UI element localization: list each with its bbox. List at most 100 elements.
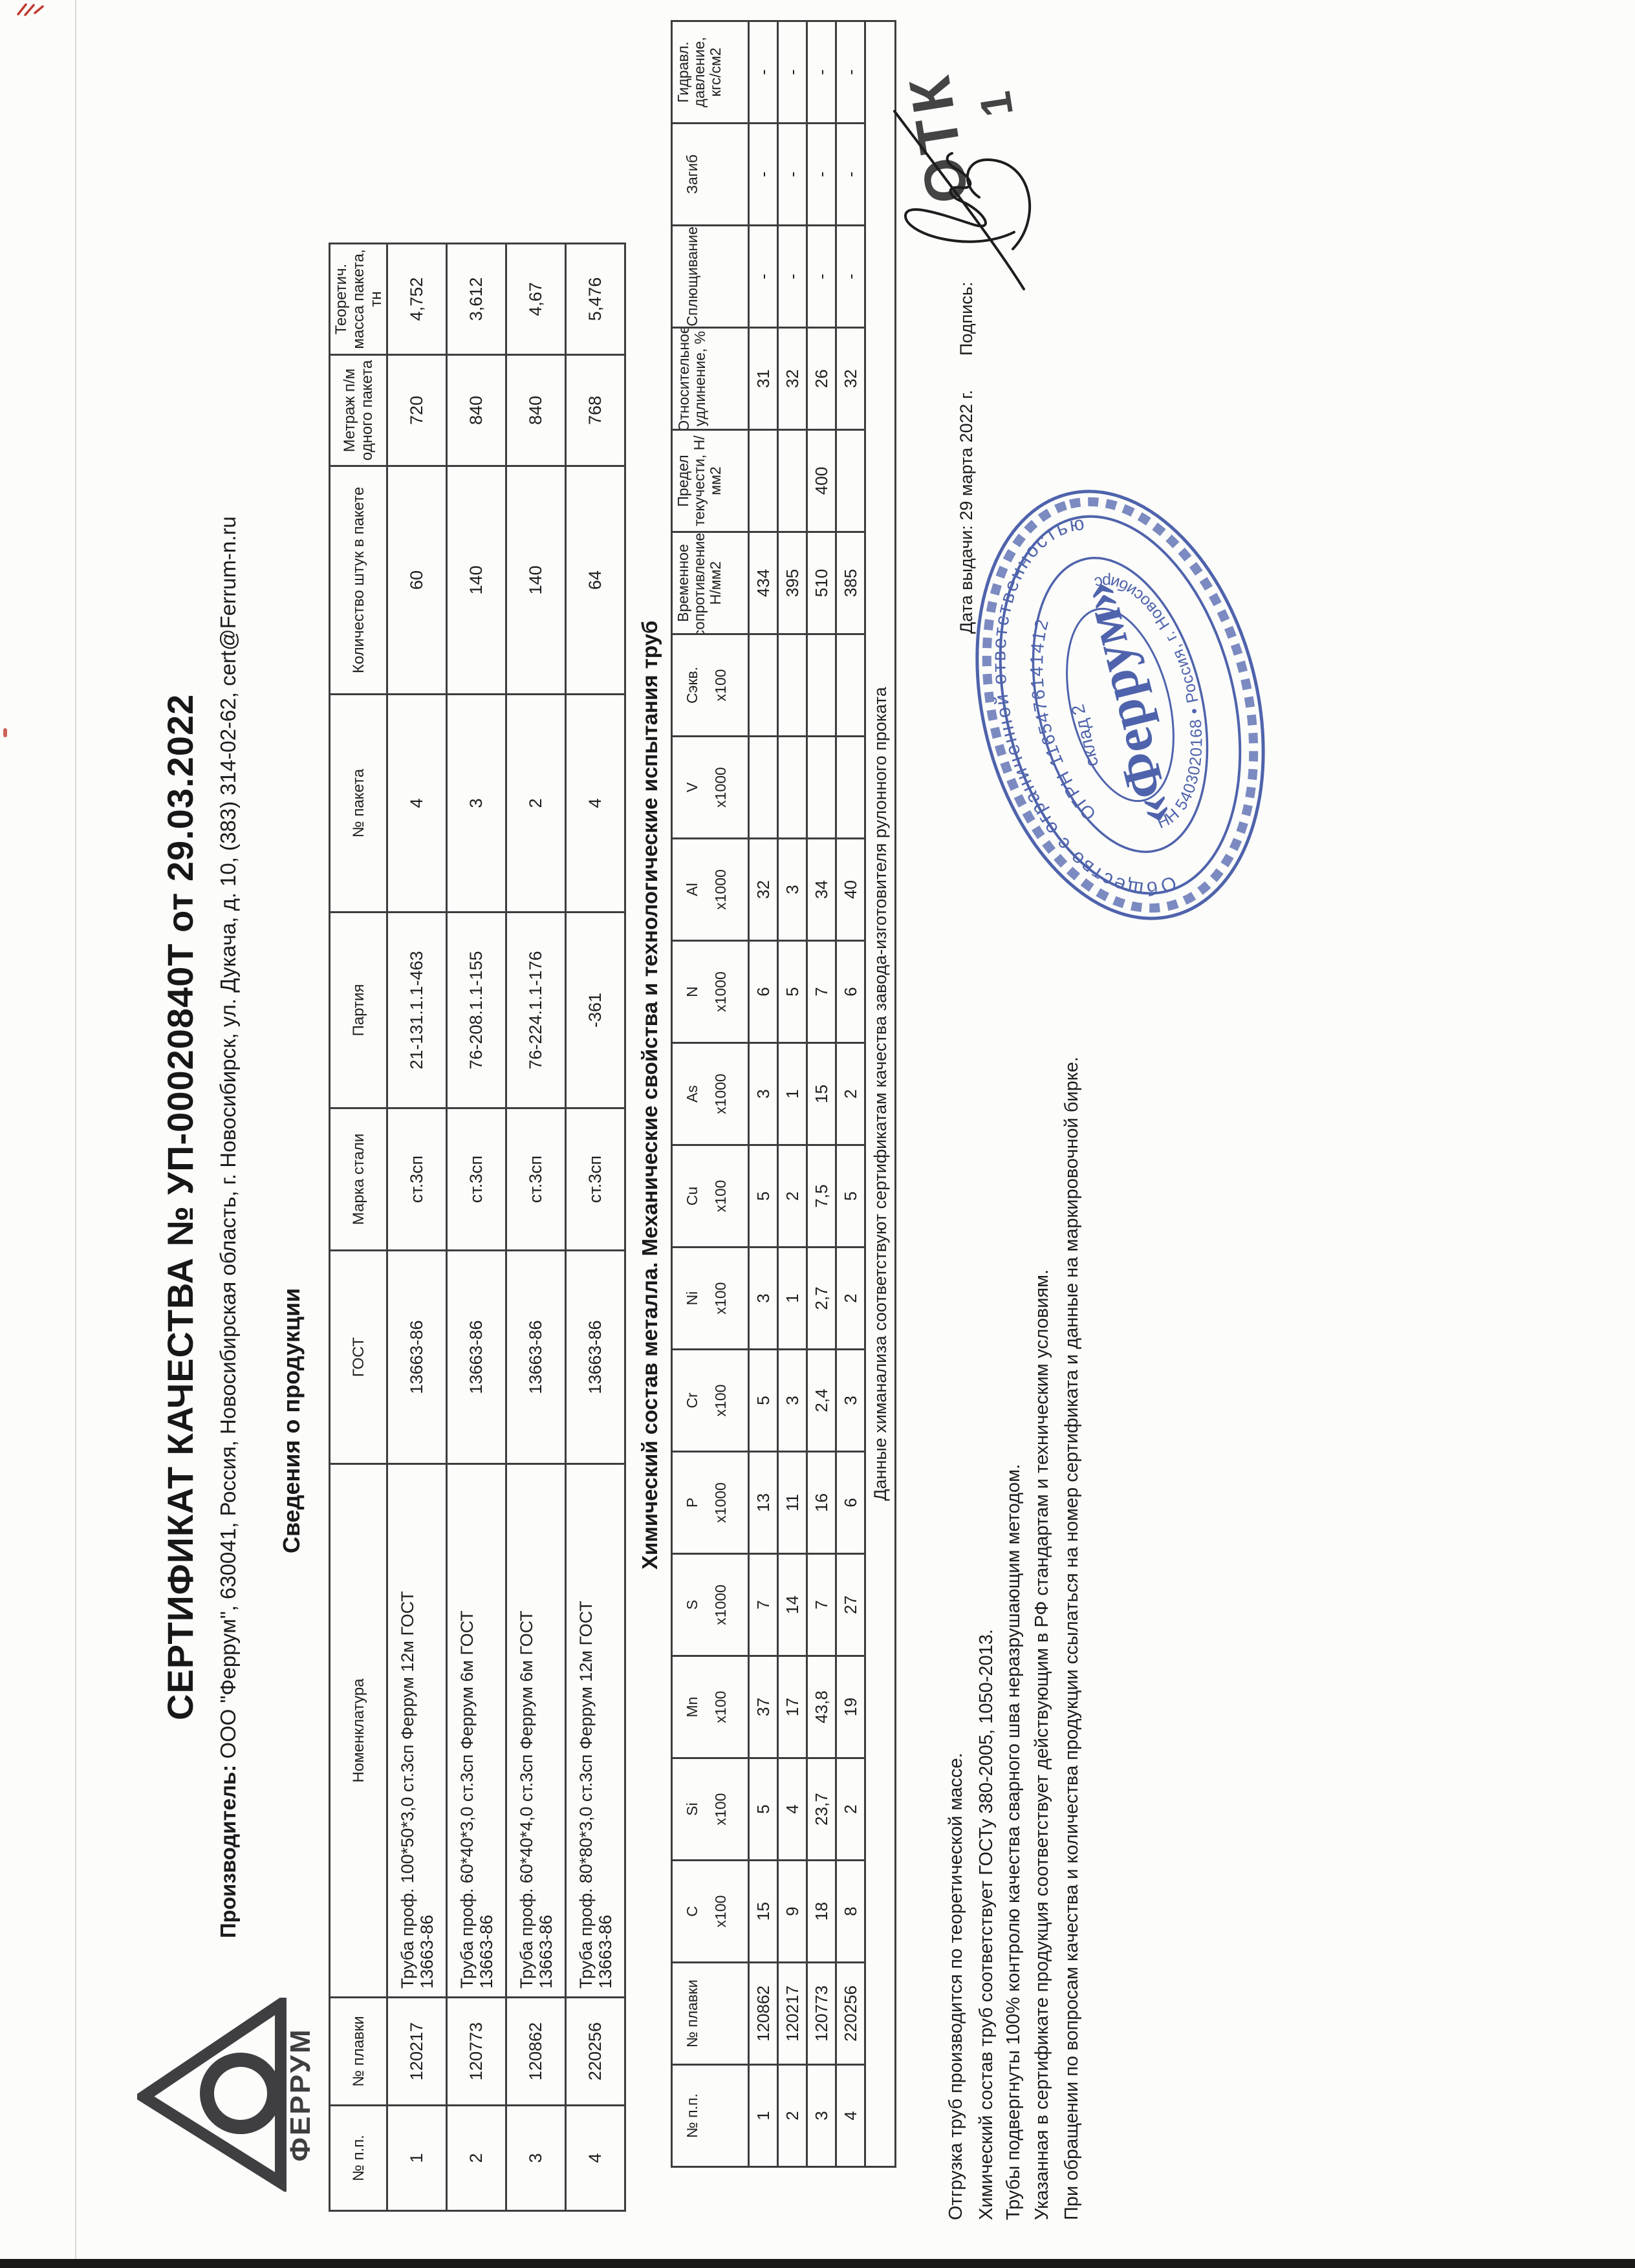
table-cell: 27 [836, 1553, 865, 1656]
col-header: № п.п. [329, 2105, 387, 2211]
table-cell: 37 [748, 1656, 778, 1758]
table-cell: 16 [807, 1451, 836, 1554]
table-cell: Труба проф. 60*40*3,0 ст.3сп Феррум 6м Г… [446, 1463, 506, 1998]
table-cell: Труба проф. 100*50*3,0 ст.3сп Феррум 12м… [387, 1463, 447, 1998]
table-cell: 2 [777, 1145, 807, 1247]
table-row: 3 120773 18 23,7 43,8 7 16 2,4 2,7 7,5 15 7 34 510 400… [807, 21, 836, 2167]
table-cell: 140 [506, 466, 566, 695]
table-cell [807, 634, 836, 737]
table-cell: 5 [748, 1145, 778, 1247]
table-cell: 120773 [807, 1962, 836, 2065]
table-cell: 13663-86 [506, 1250, 566, 1464]
scan-page-edge [75, 0, 76, 2268]
table-cell: 2 [777, 2064, 807, 2167]
table-cell: 26 [807, 327, 836, 430]
footer-note: Отгрузка труб производится по теоретичес… [946, 1753, 966, 2220]
table-cell: ст.3сп [506, 1108, 566, 1251]
table-cell: 220256 [565, 1997, 625, 2106]
table-cell: 5,476 [565, 243, 625, 355]
table-cell: 120217 [777, 1962, 807, 2065]
table-cell: 7 [807, 940, 836, 1043]
col-header: Ni х100 [671, 1247, 749, 1350]
table-cell: 2,7 [807, 1247, 836, 1350]
table-cell: 385 [836, 532, 865, 634]
table-cell: - [807, 21, 836, 124]
products-table: № п.п. № плавки Номенклатура ГОСТ Марка … [329, 243, 626, 2212]
table-row: 2 120773 Труба проф. 60*40*3,0 ст.3сп Ферр… [446, 243, 506, 2211]
table-cell: 5 [748, 1758, 778, 1861]
table-cell: 3 [506, 2105, 566, 2211]
table-cell: 3 [446, 694, 506, 913]
handwritten-signature [893, 110, 1032, 290]
col-header: Марка стали [329, 1108, 387, 1251]
col-header: Теоретич. масса пакета, тн [329, 243, 387, 355]
table-cell: Труба проф. 80*80*3,0 ст.3сп Феррум 12м … [565, 1463, 625, 1998]
table-cell: 13663-86 [446, 1250, 506, 1464]
table-cell [777, 736, 807, 839]
table-cell: 5 [777, 940, 807, 1043]
table-cell: ст.3сп [387, 1108, 447, 1251]
table-cell: 15 [748, 1860, 778, 1963]
table-cell: 7 [748, 1553, 778, 1656]
table-cell: - [748, 123, 778, 226]
table-cell [748, 736, 778, 839]
table-cell: 6 [836, 1451, 865, 1554]
footer-note: Химический состав труб соответствует ГОС… [976, 1629, 997, 2220]
col-header: № плавки [329, 1997, 387, 2106]
table-cell: 4 [836, 2064, 865, 2167]
table-cell: - [807, 225, 836, 328]
table-row: 2 120217 9 4 17 14 11 3 1 2 1 5 3 395 32- - - [777, 21, 807, 2167]
table-cell: ст.3сп [565, 1108, 625, 1251]
table-cell: 18 [807, 1860, 836, 1963]
table-cell: 13663-86 [387, 1250, 447, 1464]
table-cell: 720 [387, 354, 447, 466]
col-header: Гидравл. давление, кгс/см2 [671, 21, 749, 124]
col-header: Относительное удлинение, % [671, 327, 749, 430]
scan-bottom-edge [0, 2259, 1635, 2268]
table-cell: 32 [836, 327, 865, 430]
table-cell: 3 [807, 2064, 836, 2167]
table-cell: 23,7 [807, 1758, 836, 1861]
col-header: Si х100 [671, 1758, 749, 1861]
table-cell [748, 429, 778, 532]
table-cell: 1 [748, 2064, 778, 2167]
table-cell: 510 [807, 532, 836, 634]
table-cell: 8 [836, 1860, 865, 1963]
col-header: As х1000 [671, 1042, 749, 1145]
col-header: Mn х100 [671, 1656, 749, 1758]
col-header: ГОСТ [329, 1250, 387, 1464]
table-cell: 2 [836, 1758, 865, 1861]
table-cell: 220256 [836, 1962, 865, 2065]
col-header: Номенклатура [329, 1463, 387, 1998]
chemistry-section-heading: Химический состав металла. Механические … [638, 620, 662, 1570]
page-title: СЕРТИФИКАТ КАЧЕСТВА № УП-00020840Т от 29… [160, 693, 200, 1720]
table-cell: 3 [748, 1247, 778, 1350]
table-cell: - [748, 21, 778, 124]
table-cell: - [807, 123, 836, 226]
table-cell: 434 [748, 532, 778, 634]
table-cell: 840 [506, 354, 566, 466]
table-cell: 3 [777, 838, 807, 941]
table-cell: ст.3сп [446, 1108, 506, 1251]
table-cell: 64 [565, 466, 625, 695]
table-cell: 5 [748, 1349, 778, 1452]
col-header: № плавки [671, 1962, 749, 2065]
table-cell: 120217 [387, 1997, 447, 2106]
col-header: Cu х100 [671, 1145, 749, 1247]
table-cell: 2 [506, 694, 566, 913]
table-cell: 395 [777, 532, 807, 634]
table-cell [807, 736, 836, 839]
table-cell: 2 [836, 1247, 865, 1350]
table-cell: 15 [807, 1042, 836, 1145]
col-header: Сэкв. х100 [671, 634, 749, 737]
table-cell: 400 [807, 429, 836, 532]
table-cell: 76-208.1.1-155 [446, 912, 506, 1108]
table-cell: 140 [446, 466, 506, 695]
table-cell: 4 [565, 694, 625, 913]
